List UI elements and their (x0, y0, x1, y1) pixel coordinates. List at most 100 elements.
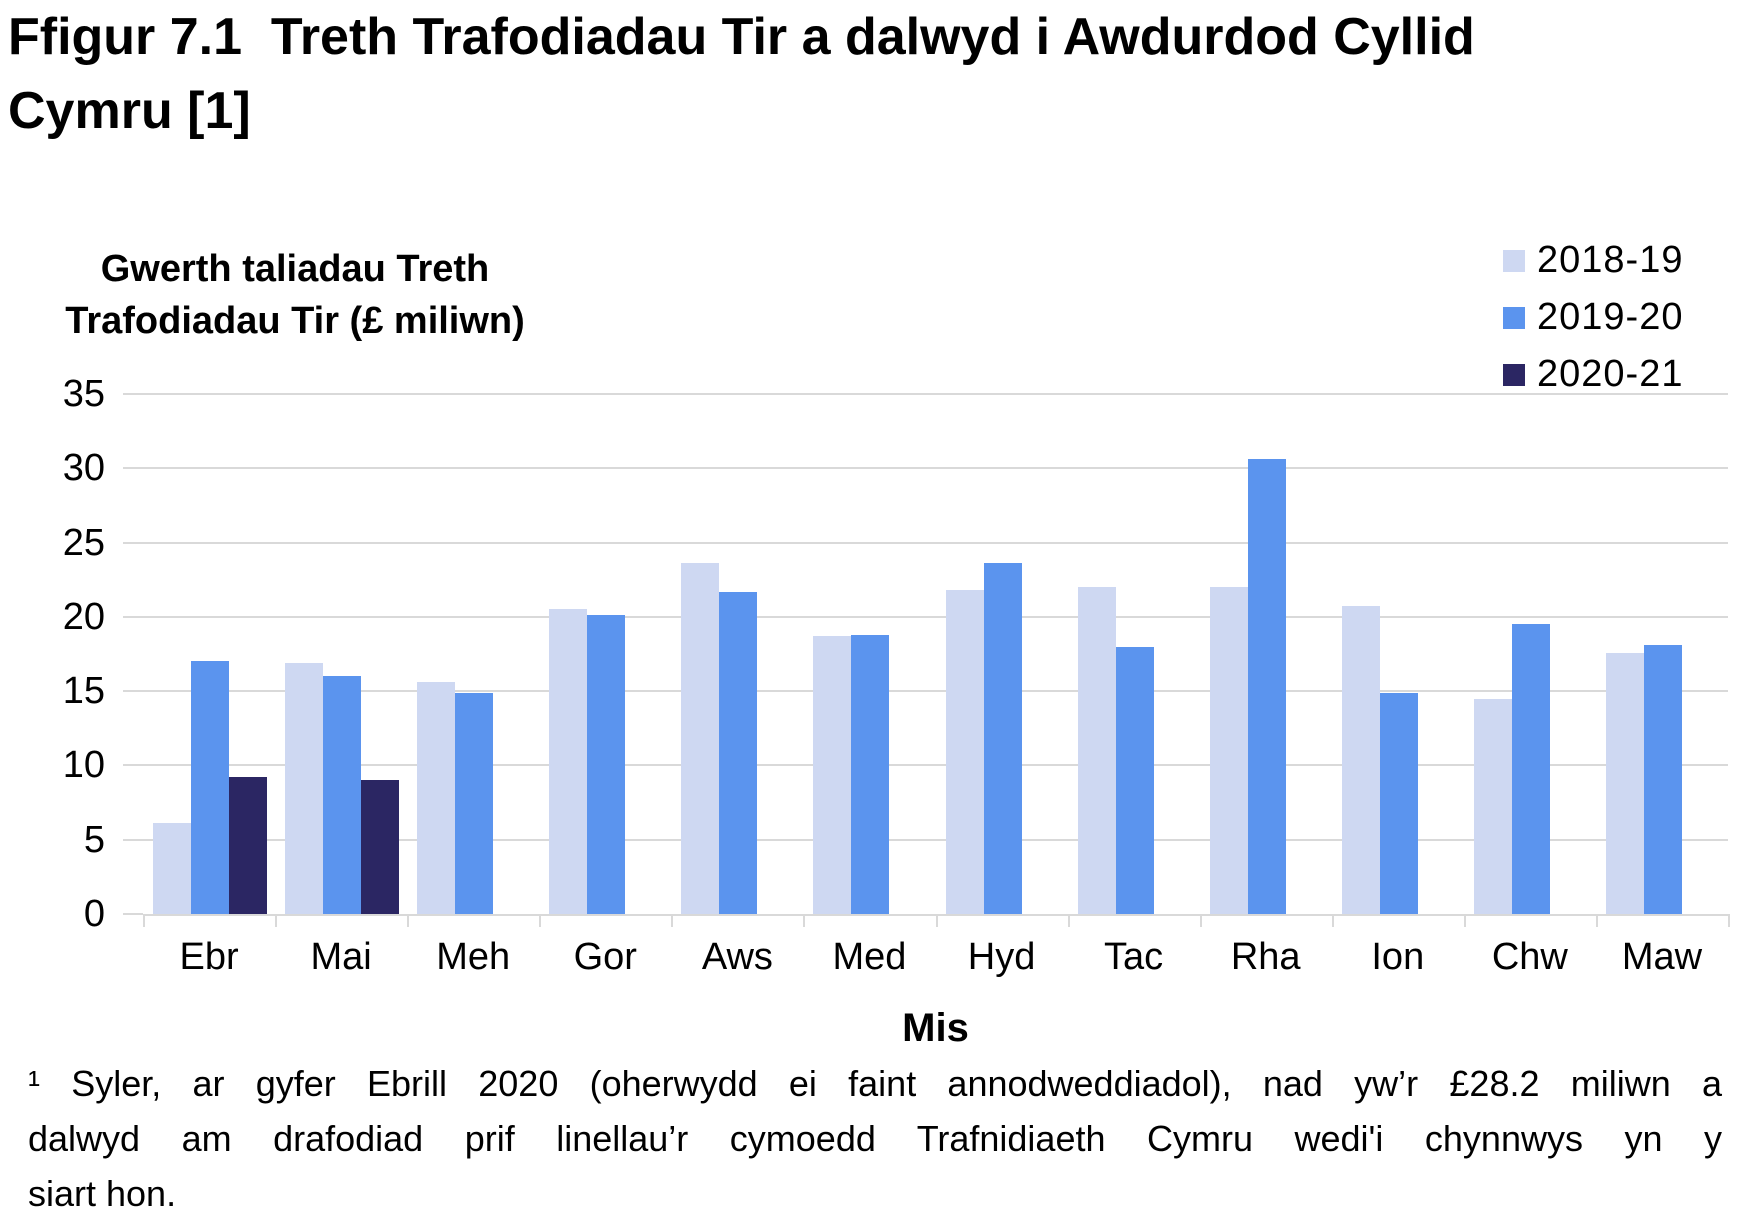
y-axis-title: Gwerth taliadau Treth Trafodiadau Tir (£… (30, 243, 560, 347)
bar-group-Meh (407, 682, 539, 914)
y-axis-title-line1: Gwerth taliadau Treth (100, 248, 490, 290)
x-axis-boundary-tick-9 (1332, 914, 1334, 927)
x-tick-label-Ebr: Ebr (179, 936, 239, 978)
x-axis-boundary-tick-10 (1464, 914, 1466, 927)
y-axis-tick-25 (123, 541, 143, 544)
y-tick-label-0: 0 (83, 893, 105, 935)
x-tick-label-Hyd: Hyd (967, 936, 1036, 978)
gridline-25 (143, 541, 1728, 544)
bar-group-Ion (1332, 606, 1464, 914)
x-axis-title: Mis (902, 1006, 969, 1050)
y-axis-tick-10 (123, 764, 143, 767)
bar-2018-19-Maw (1605, 653, 1644, 914)
x-axis-boundary-tick-4 (671, 914, 673, 927)
x-axis-boundary-tick-5 (803, 914, 805, 927)
legend-entry-2019-20: 2019-20 (1503, 296, 1683, 338)
x-tick-label-Med: Med (832, 936, 907, 978)
bar-2018-19-Aws (681, 563, 720, 914)
bar-2019-20-Ion (1379, 693, 1418, 914)
x-axis-boundary-tick-1 (275, 914, 277, 927)
x-tick-label-Maw: Maw (1621, 936, 1703, 978)
bar-2019-20-Aws (719, 592, 758, 914)
x-tick-label-Chw: Chw (1491, 936, 1568, 978)
bar-2019-20-Med (851, 635, 890, 914)
x-tick-label-Rha: Rha (1230, 936, 1301, 978)
y-axis-title-line2: Trafodiadau Tir (£ miliwn) (65, 300, 525, 342)
x-axis-boundary-tick-3 (539, 914, 541, 927)
bar-group-Mai (275, 663, 407, 914)
x-axis-boundary-tick-12 (1728, 914, 1730, 927)
y-tick-label-15: 15 (62, 670, 105, 713)
legend-label-2019-20: 2019-20 (1537, 296, 1684, 338)
y-tick-label-20: 20 (62, 595, 105, 638)
y-tick-label-5: 5 (83, 818, 105, 861)
x-axis-boundary-tick-8 (1200, 914, 1202, 927)
y-axis-tick-0 (123, 913, 143, 915)
x-tick-label-Tac: Tac (1104, 936, 1164, 978)
bar-2018-19-Chw (1473, 699, 1512, 914)
bar-2019-20-Mai (323, 676, 362, 914)
gridline-10 (143, 764, 1728, 767)
legend-marker-2019-20 (1503, 306, 1525, 329)
y-axis-tick-30 (123, 467, 143, 470)
x-axis-line (143, 914, 1728, 916)
bar-2019-20-Gor (587, 615, 626, 914)
gridline-20 (143, 615, 1728, 618)
x-axis-boundary-tick-6 (936, 914, 938, 927)
legend-entry-2018-19: 2018-19 (1503, 239, 1683, 281)
figure-title: Ffigur 7.1 Treth Trafodiadau Tir a dalwy… (8, 8, 1490, 140)
bar-group-Gor (539, 609, 671, 914)
x-tick-label-Aws: Aws (701, 936, 773, 978)
bar-2019-20-Hyd (983, 563, 1022, 914)
y-axis-tick-5 (123, 838, 143, 841)
x-axis-boundary-tick-11 (1596, 914, 1598, 927)
bar-2019-20-Ebr (191, 661, 229, 914)
footnote-line-1: ¹ Syler, ar gyfer Ebrill 2020 (oherwydd … (28, 1063, 1722, 1104)
bar-group-Maw (1596, 645, 1728, 914)
x-axis-boundary-tick-7 (1068, 914, 1070, 927)
y-tick-label-30: 30 (62, 447, 105, 490)
bar-group-Chw (1464, 624, 1596, 914)
bar-2019-20-Meh (455, 693, 494, 914)
bar-group-Ebr (143, 661, 275, 914)
bar-2018-19-Rha (1209, 587, 1248, 914)
gridline-15 (143, 690, 1728, 693)
bar-2018-19-Mai (285, 663, 324, 914)
plot-area (123, 393, 1730, 927)
bar-group-Aws (671, 563, 803, 914)
y-tick-label-35: 35 (62, 373, 105, 415)
bar-2018-19-Gor (549, 609, 588, 914)
footnote: ¹ Syler, ar gyfer Ebrill 2020 (oherwydd … (28, 1056, 1722, 1217)
x-tick-label-Mai: Mai (310, 936, 372, 978)
legend-label-2020-21: 2020-21 (1537, 353, 1684, 395)
gridline-30 (143, 467, 1728, 470)
legend-label-2018-19: 2018-19 (1537, 239, 1684, 281)
bar-2019-20-Tac (1115, 647, 1154, 914)
legend-entry-2020-21: 2020-21 (1503, 353, 1683, 395)
bar-group-Med (803, 635, 935, 914)
gridline-5 (143, 838, 1728, 841)
y-axis-tick-15 (123, 690, 143, 693)
bar-group-Rha (1200, 459, 1332, 914)
x-axis-boundary-tick-0 (143, 914, 145, 927)
bar-2019-20-Maw (1643, 645, 1682, 914)
bar-2018-19-Hyd (945, 590, 984, 914)
footnote-line-3: siart hon. (28, 1173, 177, 1214)
bar-2018-19-Med (813, 636, 852, 914)
bar-group-Hyd (936, 563, 1068, 914)
y-axis-tick-20 (123, 615, 143, 618)
legend-marker-2020-21 (1503, 363, 1525, 386)
x-tick-label-Gor: Gor (573, 936, 637, 978)
x-tick-label-Ion: Ion (1371, 936, 1425, 978)
legend-marker-2018-19 (1503, 249, 1525, 272)
bar-2018-19-Ion (1341, 606, 1380, 914)
gridline-35 (143, 393, 1728, 395)
x-axis-boundary-tick-2 (407, 914, 409, 927)
bar-2019-20-Chw (1511, 624, 1550, 914)
bar-group-Tac (1068, 587, 1200, 914)
y-tick-label-10: 10 (62, 744, 105, 787)
bar-2018-19-Ebr (153, 823, 191, 914)
bar-2018-19-Meh (417, 682, 456, 914)
y-tick-label-25: 25 (62, 521, 105, 564)
